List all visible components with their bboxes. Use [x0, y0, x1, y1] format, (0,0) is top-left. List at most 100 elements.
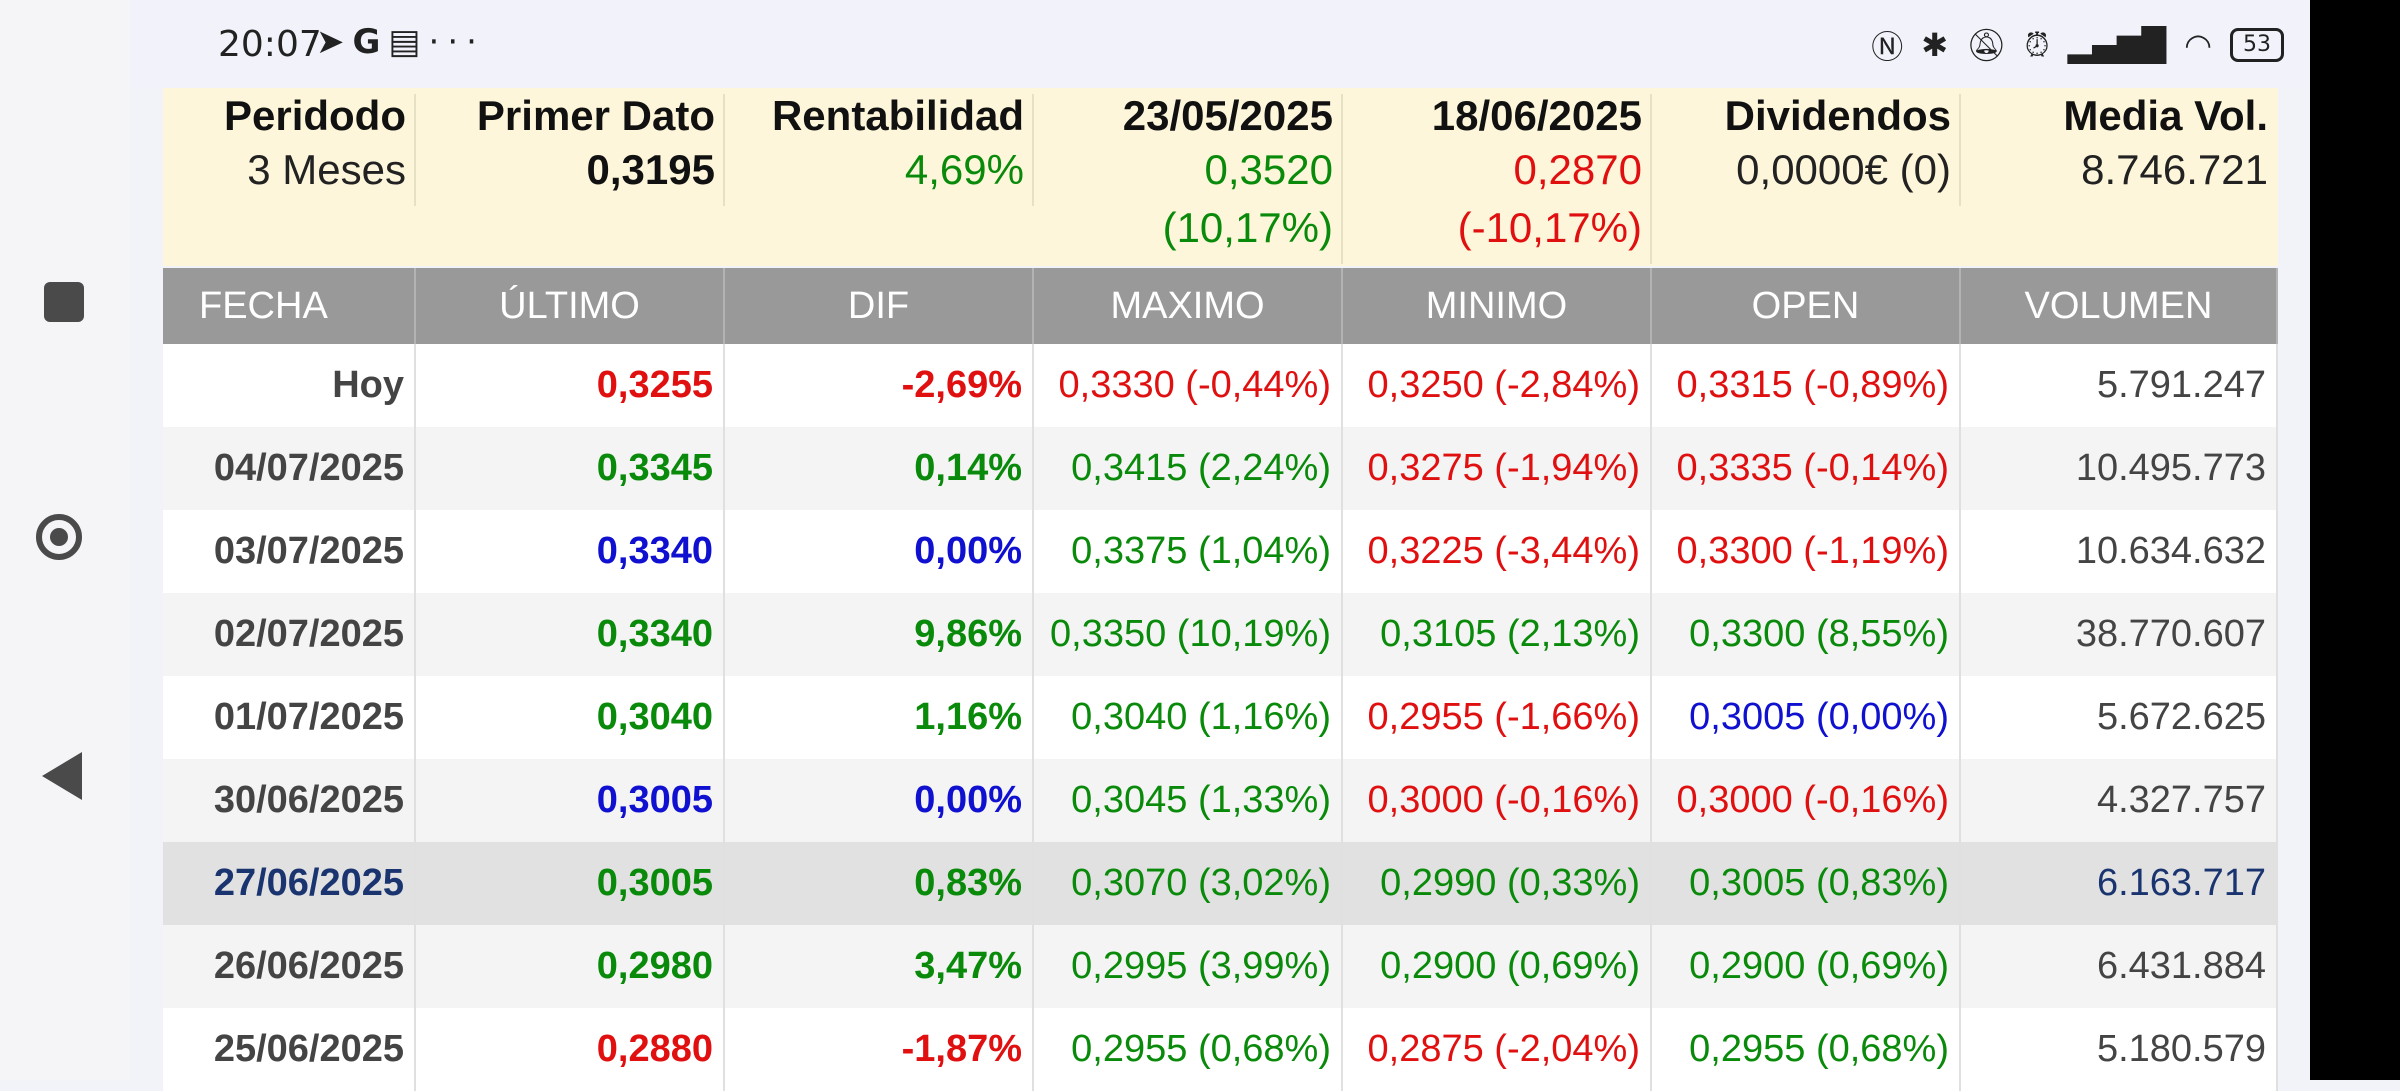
table-cell-open: 0,2900 (0,69%): [1652, 925, 1961, 1008]
table-cell-ultimo: 0,2880: [416, 1008, 725, 1091]
summary-header: Media Vol.: [2063, 92, 2268, 139]
google-icon: G: [352, 22, 389, 62]
table-cell-ultimo: 0,3340: [416, 510, 725, 593]
table-cell-open: 0,3005 (0,83%): [1652, 842, 1961, 925]
table-cell-volumen: 4.327.757: [1961, 759, 2278, 842]
summary-value: 0,0000€ (0): [1736, 146, 1951, 193]
table-row[interactable]: 02/07/2025 0,3340 9,86% 0,3350 (10,19%) 0,31…: [163, 593, 2278, 676]
table-body: Hoy 0,3255 -2,69% 0,3330 (-0,44%) 0,3250 (-2…: [163, 344, 2278, 1091]
table-cell-minimo: 0,2875 (-2,04%): [1343, 1008, 1652, 1091]
table-row[interactable]: 04/07/2025 0,3345 0,14% 0,3415 (2,24%) 0,327…: [163, 427, 2278, 510]
table-cell-open: 0,2955 (0,68%): [1652, 1008, 1961, 1091]
alarm-icon: ⏰︎: [2024, 25, 2050, 64]
column-header[interactable]: DIF: [725, 268, 1034, 344]
table-cell-fecha: 27/06/2025: [163, 842, 416, 925]
summary-value: 3 Meses: [247, 146, 406, 193]
recents-button[interactable]: [44, 282, 84, 322]
table-row[interactable]: Hoy 0,3255 -2,69% 0,3330 (-0,44%) 0,3250 (-2…: [163, 344, 2278, 427]
table-cell-volumen: 10.495.773: [1961, 427, 2278, 510]
column-header[interactable]: VOLUMEN: [1961, 268, 2278, 344]
summary-column: 18/06/2025 0,2870 (-10,17%): [1343, 88, 1652, 266]
signal-icon: ▂▄▆█: [2067, 26, 2167, 64]
table-cell-volumen: 5.672.625: [1961, 676, 2278, 759]
table-cell-ultimo: 0,3005: [416, 842, 725, 925]
price-history-table: FECHA ÚLTIMO DIF MAXIMO MINIMO OPEN VOLUMEN Ho…: [163, 268, 2278, 1091]
table-cell-maximo: 0,3415 (2,24%): [1034, 427, 1343, 510]
column-header[interactable]: OPEN: [1652, 268, 1961, 344]
summary-header: Primer Dato: [476, 92, 715, 139]
table-cell-dif: 0,14%: [725, 427, 1034, 510]
summary-column: 23/05/2025 0,3520 (10,17%): [1034, 88, 1343, 266]
column-header[interactable]: ÚLTIMO: [416, 268, 725, 344]
table-cell-minimo: 0,3225 (-3,44%): [1343, 510, 1652, 593]
column-divider: [414, 94, 416, 206]
table-cell-fecha: 01/07/2025: [163, 676, 416, 759]
summary-value: 0,2870: [1513, 146, 1642, 193]
summary-column: Dividendos 0,0000€ (0): [1652, 88, 1961, 266]
summary-header: Peridodo: [223, 92, 406, 139]
table-cell-fecha: 02/07/2025: [163, 593, 416, 676]
table-row[interactable]: 25/06/2025 0,2880 -1,87% 0,2955 (0,68%) 0,28…: [163, 1008, 2278, 1091]
summary-column: Primer Dato 0,3195: [416, 88, 725, 266]
summary-header: 18/06/2025: [1431, 92, 1642, 139]
more-icon: ···: [428, 22, 485, 62]
column-header[interactable]: MAXIMO: [1034, 268, 1343, 344]
table-row[interactable]: 27/06/2025 0,3005 0,83% 0,3070 (3,02%) 0,299…: [163, 842, 2278, 925]
table-cell-maximo: 0,3330 (-0,44%): [1034, 344, 1343, 427]
nfc-icon: Ⓝ: [1871, 28, 1904, 66]
summary-value: 4,69%: [904, 146, 1024, 193]
table-cell-fecha: 03/07/2025: [163, 510, 416, 593]
table-row[interactable]: 03/07/2025 0,3340 0,00% 0,3375 (1,04%) 0,322…: [163, 510, 2278, 593]
table-cell-minimo: 0,2990 (0,33%): [1343, 842, 1652, 925]
table-cell-fecha: 04/07/2025: [163, 427, 416, 510]
table-cell-volumen: 38.770.607: [1961, 593, 2278, 676]
table-cell-dif: 0,83%: [725, 842, 1034, 925]
table-row[interactable]: 01/07/2025 0,3040 1,16% 0,3040 (1,16%) 0,295…: [163, 676, 2278, 759]
summary-column: Rentabilidad 4,69%: [725, 88, 1034, 266]
table-cell-ultimo: 0,3255: [416, 344, 725, 427]
battery-icon: 53: [2230, 28, 2284, 62]
status-time: 20:07: [218, 24, 322, 65]
table-cell-ultimo: 0,3340: [416, 593, 725, 676]
table-cell-open: 0,3000 (-0,16%): [1652, 759, 1961, 842]
column-header[interactable]: FECHA: [163, 268, 416, 344]
table-cell-dif: 0,00%: [725, 510, 1034, 593]
mute-icon: 🔕︎: [1966, 26, 2007, 64]
table-row[interactable]: 26/06/2025 0,2980 3,47% 0,2995 (3,99%) 0,290…: [163, 925, 2278, 1008]
column-divider: [1959, 94, 1961, 206]
table-cell-maximo: 0,3375 (1,04%): [1034, 510, 1343, 593]
status-bar: 20:07 ➤G▤··· Ⓝ ✱ 🔕︎ ⏰︎ ▂▄▆█ ◠ 53: [130, 0, 2310, 88]
table-cell-fecha: 25/06/2025: [163, 1008, 416, 1091]
table-cell-volumen: 6.431.884: [1961, 925, 2278, 1008]
summary-panel: Peridodo 3 Meses Primer Dato 0,3195 Rentabil…: [163, 88, 2278, 266]
summary-value: 8.746.721: [2081, 146, 2268, 193]
table-row[interactable]: 30/06/2025 0,3005 0,00% 0,3045 (1,33%) 0,300…: [163, 759, 2278, 842]
table-cell-fecha: 26/06/2025: [163, 925, 416, 1008]
column-divider: [1032, 94, 1034, 206]
column-header[interactable]: MINIMO: [1343, 268, 1652, 344]
back-button[interactable]: [42, 752, 82, 800]
table-cell-minimo: 0,3275 (-1,94%): [1343, 427, 1652, 510]
table-cell-volumen: 5.180.579: [1961, 1008, 2278, 1091]
table-cell-maximo: 0,3070 (3,02%): [1034, 842, 1343, 925]
table-cell-ultimo: 0,3040: [416, 676, 725, 759]
table-cell-minimo: 0,3250 (-2,84%): [1343, 344, 1652, 427]
summary-column: Media Vol. 8.746.721: [1961, 88, 2278, 266]
column-divider: [1650, 94, 1652, 264]
calendar-icon: ▤: [388, 22, 429, 62]
table-cell-minimo: 0,2900 (0,69%): [1343, 925, 1652, 1008]
table-cell-fecha: Hoy: [163, 344, 416, 427]
table-cell-open: 0,3300 (8,55%): [1652, 593, 1961, 676]
table-cell-open: 0,3335 (-0,14%): [1652, 427, 1961, 510]
summary-header: Dividendos: [1724, 92, 1951, 139]
summary-header: 23/05/2025: [1122, 92, 1333, 139]
table-cell-fecha: 30/06/2025: [163, 759, 416, 842]
home-button[interactable]: [36, 514, 82, 560]
wifi-icon: ◠: [2184, 26, 2212, 64]
summary-value: 0,3195: [586, 146, 715, 193]
table-cell-maximo: 0,3040 (1,16%): [1034, 676, 1343, 759]
table-cell-dif: -2,69%: [725, 344, 1034, 427]
table-cell-dif: 9,86%: [725, 593, 1034, 676]
table-cell-volumen: 10.634.632: [1961, 510, 2278, 593]
table-cell-dif: 0,00%: [725, 759, 1034, 842]
